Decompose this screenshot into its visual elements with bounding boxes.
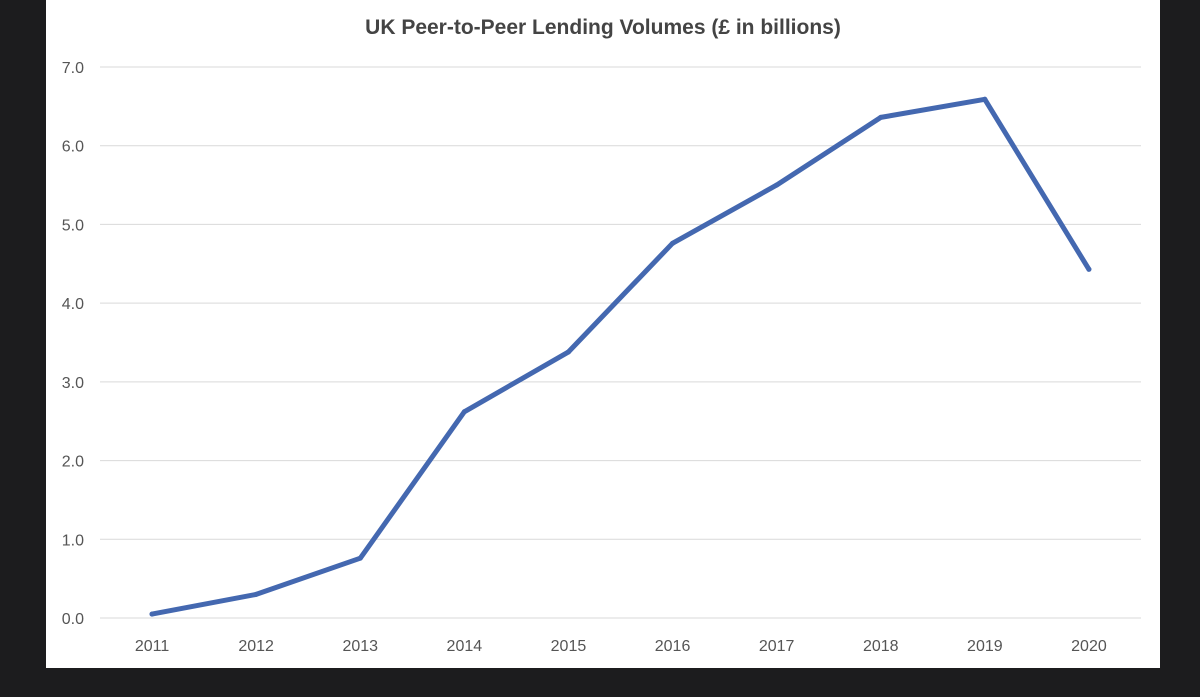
x-tick-label: 2019 (967, 638, 1003, 655)
y-tick-label: 5.0 (62, 217, 84, 234)
data-point (982, 96, 988, 102)
data-point (774, 182, 780, 188)
y-tick-label: 2.0 (62, 454, 84, 471)
line-chart: 0.01.02.03.04.05.06.07.0 2011 2012 2013 201… (62, 60, 1141, 655)
data-point (461, 409, 467, 415)
data-point (1086, 266, 1092, 272)
gridlines (100, 66, 1141, 619)
x-axis-tick-labels: 2011 2012 2013 2014 2015 2016 2017 2018 2019 2020 (135, 638, 1107, 655)
y-tick-label: 7.0 (62, 60, 84, 77)
data-point (149, 611, 155, 617)
y-tick-label: 0.0 (62, 611, 84, 628)
x-tick-label: 2013 (342, 638, 378, 655)
x-tick-label: 2012 (238, 638, 274, 655)
chart-panel: UK Peer-to-Peer Lending Volumes (£ in bi… (46, 0, 1160, 668)
x-tick-label: 2020 (1071, 638, 1107, 655)
x-tick-label: 2015 (551, 638, 587, 655)
series-line (149, 96, 1092, 617)
data-point (878, 114, 884, 120)
data-point (357, 555, 363, 561)
x-tick-label: 2014 (447, 638, 483, 655)
data-point (253, 591, 259, 597)
y-tick-label: 6.0 (62, 139, 84, 156)
chart-title: UK Peer-to-Peer Lending Volumes (£ in bi… (365, 16, 841, 39)
x-tick-label: 2017 (759, 638, 795, 655)
data-point (670, 240, 676, 246)
x-tick-label: 2011 (135, 638, 170, 655)
y-tick-label: 1.0 (62, 532, 84, 549)
x-tick-label: 2018 (863, 638, 899, 655)
y-tick-label: 3.0 (62, 375, 84, 392)
x-tick-label: 2016 (655, 638, 691, 655)
y-axis-tick-labels: 0.0 1.0 2.0 3.0 4.0 5.0 6.0 7.0 (62, 60, 84, 628)
y-tick-label: 4.0 (62, 296, 84, 313)
data-point (565, 349, 571, 355)
series-layer (149, 96, 1092, 617)
